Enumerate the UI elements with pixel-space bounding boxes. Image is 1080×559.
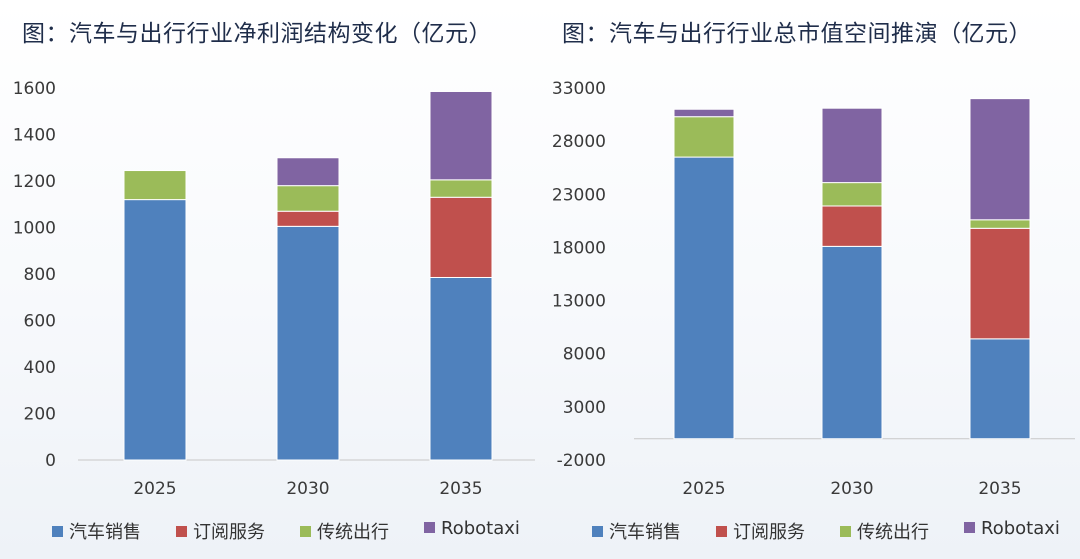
chart-title: 图：汽车与出行行业总市值空间推演（亿元） [562, 21, 1032, 47]
bar-segment [123, 199, 187, 461]
y-tick-label: -2000 [557, 451, 606, 471]
chart-panel-market-cap: 图：汽车与出行行业总市值空间推演（亿元） -2000 3000 8000 13000 1… [540, 0, 1080, 559]
legend-label: 汽车销售 [609, 522, 681, 543]
bar-segment [821, 182, 883, 207]
bar-segment [429, 90, 493, 181]
bar-segment [969, 219, 1031, 229]
legend-item: 传统出行 [300, 518, 389, 544]
y-tick-label: 1600 [13, 79, 56, 99]
chart-legend: 汽车销售 订阅服务 传统出行 Robotaxi [540, 518, 1080, 546]
legend-label: 订阅服务 [193, 522, 265, 543]
legend-swatch [716, 525, 727, 537]
legend-label: Robotaxi [441, 518, 520, 539]
legend-label: Robotaxi [981, 518, 1060, 539]
bar-segment [276, 225, 340, 461]
bar-segment [276, 210, 340, 227]
bar-segment [673, 108, 735, 118]
bar-segment [123, 170, 187, 201]
bar-segment [673, 116, 735, 158]
legend-label: 传统出行 [857, 522, 929, 543]
x-tick-label: 2025 [682, 479, 725, 499]
bar-segment [429, 276, 493, 461]
x-tick-label: 2035 [978, 479, 1021, 499]
legend-label: 汽车销售 [69, 522, 141, 543]
y-tick-label: 400 [24, 358, 56, 378]
legend-label: 传统出行 [317, 522, 389, 543]
y-tick-label: 18000 [552, 238, 606, 258]
bar-segment [673, 156, 735, 440]
y-tick-label: 3000 [563, 398, 606, 418]
chart-legend: 汽车销售 订阅服务 传统出行 Robotaxi [0, 518, 540, 546]
x-tick-label: 2035 [439, 479, 482, 499]
legend-swatch [52, 525, 63, 537]
legend-item: 订阅服务 [176, 518, 265, 544]
bar-segment [429, 179, 493, 198]
bar-segment [969, 98, 1031, 221]
y-tick-label: 200 [24, 405, 56, 425]
bar-segment [276, 185, 340, 212]
legend-swatch [300, 525, 311, 537]
x-tick-label: 2025 [133, 479, 176, 499]
y-tick-label: 8000 [563, 345, 606, 365]
legend-swatch [840, 525, 851, 537]
legend-item: 汽车销售 [592, 518, 681, 544]
bar-segment [821, 107, 883, 184]
y-tick-label: 28000 [552, 132, 606, 152]
legend-item: 传统出行 [840, 518, 929, 544]
y-tick-label: 1400 [13, 126, 56, 146]
market-cap-chart: -2000 3000 8000 13000 18000 23000 28000 33000 20… [552, 79, 1075, 499]
legend-swatch [176, 525, 187, 537]
legend-item: Robotaxi [424, 518, 520, 539]
legend-label: 订阅服务 [733, 522, 805, 543]
legend-swatch [592, 525, 603, 537]
chart-panel-net-profit: 图：汽车与出行行业净利润结构变化（亿元） 0 200 400 600 800 1000 12… [0, 21, 540, 546]
bar-segment [821, 205, 883, 247]
bar-segment [969, 338, 1031, 440]
y-tick-label: 800 [24, 265, 56, 285]
y-tick-label: 1200 [13, 172, 56, 192]
legend-swatch [424, 521, 435, 533]
legend-item: Robotaxi [964, 518, 1060, 539]
y-tick-label: 1000 [13, 219, 56, 239]
bar-segment [821, 245, 883, 440]
x-tick-label: 2030 [830, 479, 873, 499]
chart-title: 图：汽车与出行行业净利润结构变化（亿元） [22, 21, 492, 47]
x-tick-label: 2030 [286, 479, 329, 499]
bar-segment [429, 196, 493, 278]
bar-segment [276, 157, 340, 187]
bar-segment [969, 227, 1031, 340]
y-tick-label: 33000 [552, 79, 606, 99]
legend-item: 订阅服务 [716, 518, 805, 544]
net-profit-chart: 0 200 400 600 800 1000 1200 1400 1600 2025 2030 203… [13, 79, 535, 499]
legend-item: 汽车销售 [52, 518, 141, 544]
y-tick-label: 23000 [552, 185, 606, 205]
y-tick-label: 0 [45, 451, 56, 471]
legend-swatch [964, 521, 975, 533]
y-tick-label: 600 [24, 312, 56, 332]
y-tick-label: 13000 [552, 292, 606, 312]
